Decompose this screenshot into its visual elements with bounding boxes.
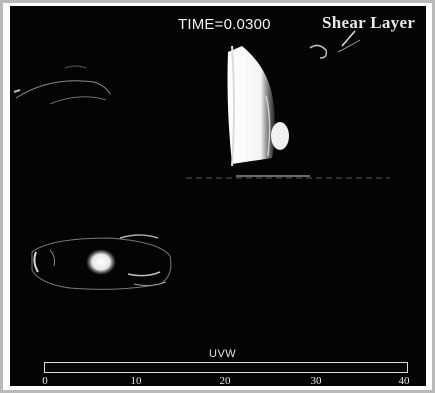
lower-streak-2: [127, 271, 161, 277]
wake-streak-1: [15, 80, 111, 99]
bright-blob-upper: [271, 122, 289, 150]
vortex-core-upper: [227, 46, 275, 164]
colorbar-tick-label: 40: [398, 375, 410, 386]
colorbar: [44, 362, 408, 373]
lower-streak-1: [119, 234, 159, 239]
shear-layer-annotation: Shear Layer: [322, 13, 416, 32]
wake-streak-2: [49, 96, 107, 105]
shear-layer-curl: [309, 44, 328, 59]
colorbar-tick-label: 10: [130, 375, 142, 386]
wake-streak-4: [13, 89, 21, 93]
colorbar-tick-label: 20: [219, 375, 231, 386]
colorbar-title: UVW: [209, 348, 237, 360]
flow-visualization-panel: TIME=0.0300 Shear Layer UVW 0 10 20 30 4…: [10, 6, 426, 386]
time-readout: TIME=0.0300: [178, 16, 271, 33]
lower-streak-4: [49, 249, 55, 267]
colorbar-tick-label: 0: [42, 375, 48, 386]
lower-streak-3: [133, 281, 167, 287]
lower-wake-outline: [31, 237, 172, 290]
shear-layer-curl-2: [337, 39, 361, 53]
bright-blob-lower: [86, 249, 116, 275]
shear-edge: [231, 45, 235, 167]
colorbar-tick-label: 30: [310, 375, 322, 386]
shear-edge-2: [265, 95, 271, 157]
flow-field-render: [13, 30, 390, 290]
wake-streak-3: [64, 65, 87, 69]
shear-layer-arrow: [341, 30, 356, 47]
lower-wake-edge: [33, 251, 39, 273]
